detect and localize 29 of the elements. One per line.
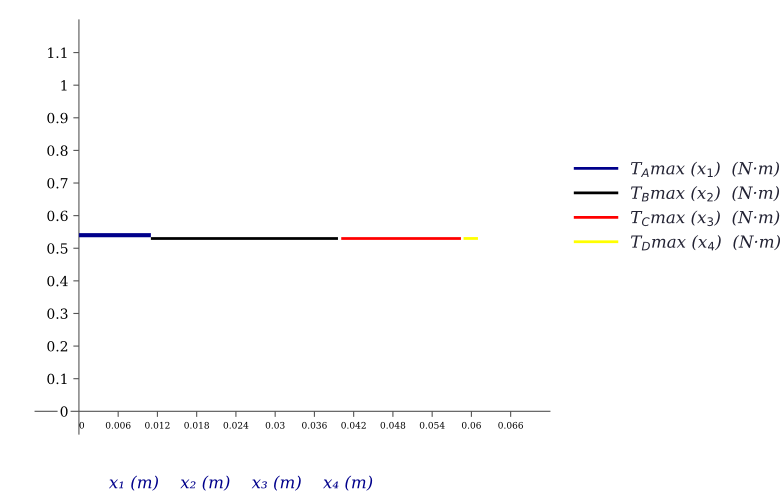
y-tick-label: 0.8 xyxy=(47,145,68,156)
y-tick-label: 0.5 xyxy=(47,243,68,254)
x-tick-label: 0.018 xyxy=(184,422,209,429)
x-tick-label: 0.066 xyxy=(498,422,524,429)
y-tick-label: 0.4 xyxy=(47,276,68,286)
legend-label: T$_{D}$max (x$_{4}$) (N·m) xyxy=(630,234,780,250)
legend-label: T$_{B}$max (x$_{2}$) (N·m) xyxy=(630,186,780,202)
y-tick-label: 0.3 xyxy=(47,308,68,319)
x-tick-label: 0 xyxy=(80,422,84,429)
y-tick-label: 0.1 xyxy=(47,374,67,384)
y-tick-label: 0.9 xyxy=(47,112,68,124)
legend-label: T$_{A}$max (x$_{1}$) (N·m) xyxy=(630,162,780,177)
x-tick-label: 0.024 xyxy=(224,422,248,429)
x-tick-label: 0.006 xyxy=(106,422,131,429)
x-tick-label: 0.042 xyxy=(341,422,366,429)
x-tick-label: 0.03 xyxy=(266,422,285,429)
x-tick-label: 0.054 xyxy=(420,422,445,429)
y-tick-label: 1.1 xyxy=(48,48,67,58)
y-tick-label: 0.7 xyxy=(47,178,68,188)
y-tick-label: 0 xyxy=(60,406,68,417)
y-tick-label: 0.6 xyxy=(47,210,68,222)
y-tick-label: 0.2 xyxy=(47,341,68,352)
x-tick-label: 0.048 xyxy=(380,422,406,429)
x-tick-label: 0.036 xyxy=(302,422,327,429)
x-tick-label: 0.012 xyxy=(145,422,170,429)
x-tick-label: 0.06 xyxy=(462,422,481,429)
x-axis-title: x₁ (m) x₂ (m) x₃ (m) x₄ (m) xyxy=(108,476,372,491)
legend-label: T$_{C}$max (x$_{3}$) (N·m) xyxy=(630,210,780,226)
y-tick-label: 1 xyxy=(61,80,67,90)
